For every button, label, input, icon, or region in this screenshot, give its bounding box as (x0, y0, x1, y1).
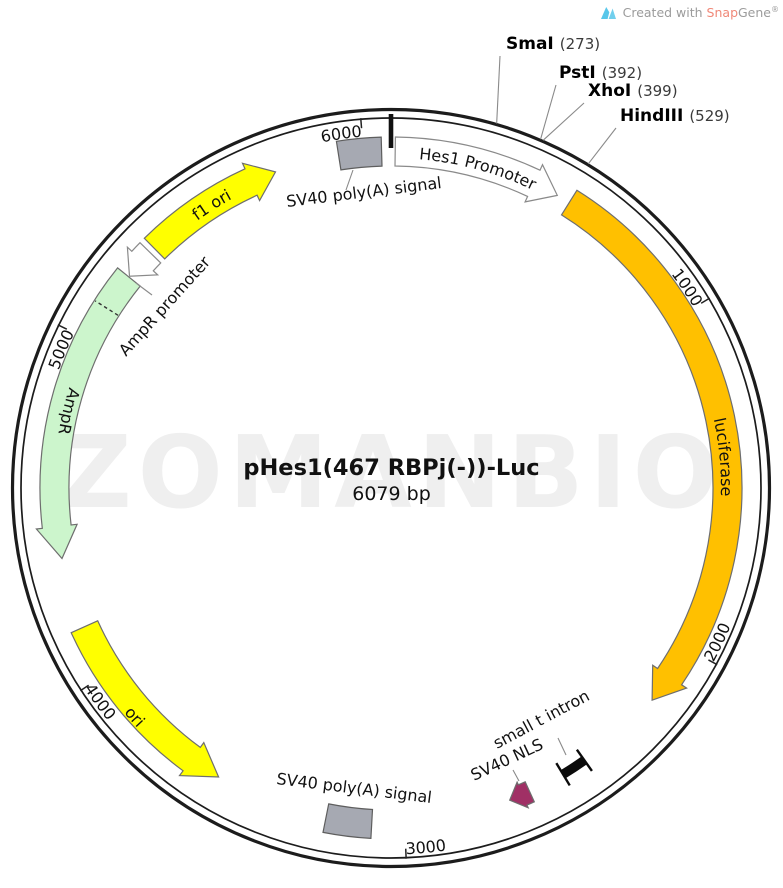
restriction-leader-SmaI (496, 55, 501, 124)
tick-1000 (700, 297, 711, 304)
snapgene-brand-snap: Snap (706, 5, 738, 21)
plasmid-title-block: pHes1(467 RBPj(-))-Luc 6079 bp (0, 455, 783, 505)
snapgene-credit: Created with SnapGene® (600, 4, 779, 21)
restriction-site-SmaI: SmaI (273) (506, 34, 600, 54)
feature-ampr-promoter (126, 241, 162, 277)
restriction-leader-XhoI (542, 102, 585, 141)
watermark: ZOMANBIO (59, 414, 724, 531)
feature-ampr (35, 267, 142, 560)
restriction-leader-PstI (540, 84, 557, 140)
tick-5000 (57, 324, 68, 330)
restriction-site-HindIII: HindIII (529) (620, 106, 730, 126)
feature-ori (70, 620, 220, 778)
feature-sv40-polya-top (335, 136, 383, 171)
feature-luciferase (560, 189, 743, 702)
feature-sv40-polya-bottom (322, 803, 374, 840)
feature-label-sv40-polya-bottom: SV40 poly(A) signal (276, 769, 433, 807)
feature-sv40-nls (508, 780, 536, 809)
feature-small-t-intron-cap-1 (555, 762, 571, 787)
feature-small-t-intron (560, 756, 588, 779)
feature-leader-sv40-nls (512, 769, 520, 782)
tick-4000 (79, 684, 90, 692)
restriction-site-PstI: PstI (392) (559, 63, 642, 83)
feature-hes1-promoter (394, 136, 559, 203)
tick-label-3000: 3000 (405, 835, 447, 858)
feature-leader-ampr-promoter (135, 282, 153, 296)
tick-6000 (359, 118, 363, 129)
feature-leader-sv40-polya-top (345, 169, 354, 191)
plasmid-title: pHes1(467 RBPj(-))-Luc (243, 455, 540, 481)
feature-small-t-intron-cap-0 (575, 749, 593, 772)
feature-ampr-boundary-dash (94, 300, 119, 316)
feature-label-sv40-polya-top: SV40 poly(A) signal (285, 173, 442, 211)
feature-f1-ori (143, 162, 277, 260)
registered-mark: ® (771, 4, 779, 14)
restriction-site-XhoI: XhoI (399) (588, 81, 678, 101)
snapgene-logo-icon (600, 7, 616, 19)
plasmid-length: 6079 bp (352, 482, 431, 505)
tick-2000 (708, 659, 718, 666)
restriction-leader-HindIII (587, 127, 617, 165)
feature-leader-small-t-intron (557, 737, 567, 756)
snapgene-credit-text: Created with SnapGene® (622, 4, 779, 21)
backbone-outer-ring (10, 107, 772, 869)
